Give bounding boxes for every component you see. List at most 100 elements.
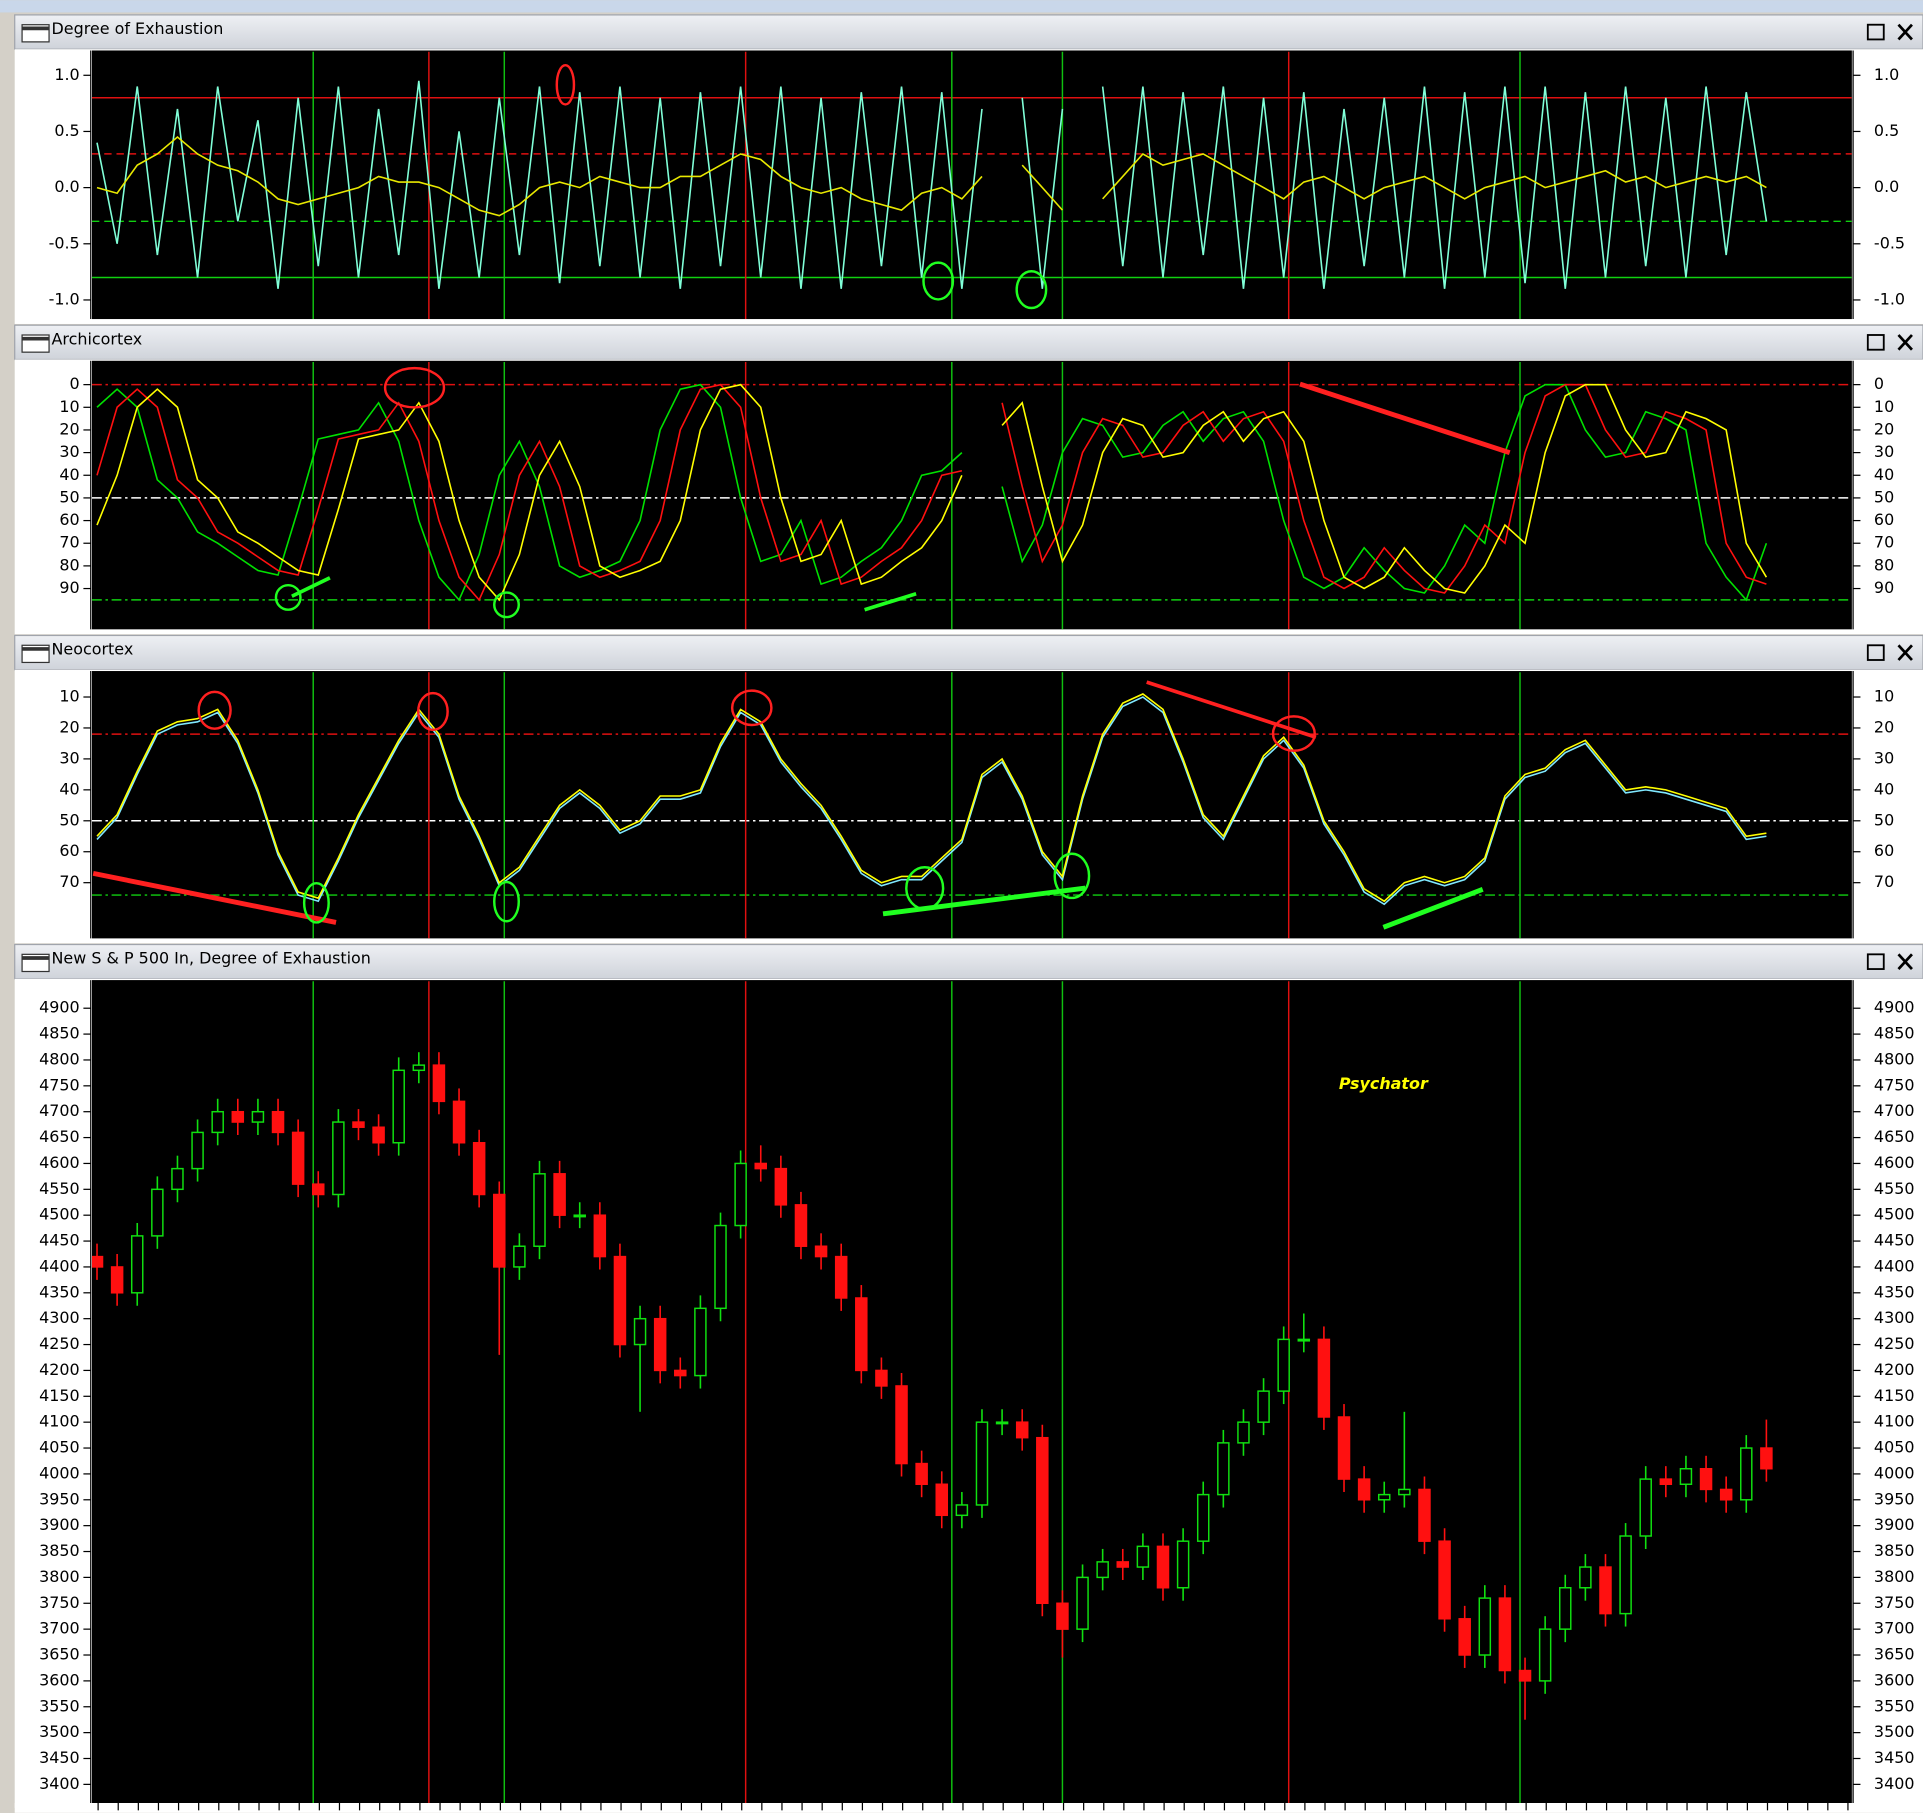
series-line [96,136,1767,217]
candle-body [834,1255,848,1299]
candle-body [1036,1436,1049,1605]
circle-annotation [416,691,449,732]
close-button[interactable] [1897,23,1913,41]
y-tick-label: 4600 [39,1153,80,1172]
series-line [96,383,1768,602]
y-tick-label: 0.5 [54,121,79,140]
y-tick-label: 70 [1874,533,1894,552]
maximize-button[interactable] [1866,334,1885,351]
y-tick-label: 3450 [39,1748,80,1767]
y-tick-label: -0.5 [49,233,80,252]
candle-body [1357,1478,1371,1501]
y-tick-label: 0.0 [1874,177,1899,196]
candle-body [513,1245,526,1268]
candle-body [1518,1669,1532,1682]
y-tick-label: 3800 [1874,1567,1915,1586]
y-tick-label: 3650 [39,1645,80,1664]
y-tick-label: 3400 [1874,1774,1915,1793]
maximize-icon [1866,644,1885,661]
close-icon [1897,334,1913,351]
y-tick-label: 4800 [1874,1049,1915,1068]
panel-title: New S & P 500 In, Degree of Exhaustion [52,949,371,968]
close-button[interactable] [1897,644,1913,661]
y-tick-label: 4050 [39,1438,80,1457]
y-tick-label: 4000 [1874,1463,1915,1482]
candle-body [291,1131,305,1185]
trend-line [1382,887,1484,930]
y-tick-label: 4650 [1874,1127,1915,1146]
candle-body [1277,1338,1290,1392]
y-tick-label: 3550 [1874,1696,1915,1715]
maximize-icon [1866,334,1885,351]
close-button[interactable] [1897,334,1913,351]
candle-body [1619,1535,1632,1615]
circle-annotation [493,880,520,923]
y-tick-label: 3950 [1874,1489,1915,1508]
close-icon [1897,953,1913,970]
y-tick-label: -1.0 [49,289,80,308]
candle-body [171,1167,184,1191]
circle-annotation [197,690,232,730]
y-tick-label: 4400 [39,1256,80,1275]
trend-line [1299,381,1511,456]
candle-body [493,1193,506,1268]
circle-annotation [302,881,330,924]
candle-body [1478,1597,1492,1656]
maximize-button[interactable] [1866,644,1885,661]
plot-area [91,980,1852,1804]
candle-body [251,1110,265,1123]
close-icon [1897,644,1913,661]
chart-annotation: Psychator [1339,1074,1429,1093]
panel-header [14,14,1923,50]
candle-body [1760,1447,1773,1470]
y-tick-label: 3700 [1874,1619,1915,1638]
maximize-button[interactable] [1866,23,1885,41]
candle-body [1438,1540,1451,1620]
circle-annotation [555,63,576,106]
candle-body [794,1204,808,1247]
y-tick-label: 4150 [1874,1386,1915,1405]
y-tick-label: -1.0 [1874,289,1905,308]
y-tick-label: 0.5 [1874,121,1899,140]
candle-body [573,1214,586,1218]
y-tick-label: 4300 [1874,1308,1915,1327]
y-tick-label: 4900 [39,998,80,1017]
series-line [96,383,1767,602]
close-icon [1897,23,1913,41]
candle-body [1217,1442,1230,1496]
maximize-button[interactable] [1866,953,1885,970]
panel-title: Degree of Exhaustion [52,19,224,38]
candle-body [432,1064,446,1103]
y-tick-label: 90 [1874,578,1894,597]
y-tick-label: 3600 [1874,1670,1915,1689]
y-tick-label: 1.0 [54,65,79,84]
y-tick-label: 4650 [39,1127,80,1146]
trend-line [92,870,337,925]
y-tick-label: 3900 [1874,1515,1915,1534]
candle-body [1639,1478,1652,1537]
y-tick-label: 60 [1874,510,1894,529]
y-tick-label: 4350 [39,1282,80,1301]
y-tick-label: 0 [1874,374,1884,393]
candle-body [1136,1545,1150,1568]
close-button[interactable] [1897,953,1913,970]
y-tick-label: 40 [1874,465,1894,484]
candle-body [311,1183,325,1196]
candle-body [674,1369,687,1377]
y-tick-label: 4700 [39,1101,80,1120]
y-tick-label: -0.5 [1874,233,1905,252]
candle-body [231,1110,245,1123]
candle-body [332,1121,345,1196]
trend-line [291,576,331,598]
y-tick-label: 3900 [39,1515,80,1534]
y-tick-label: 60 [59,841,79,860]
y-tick-label: 4450 [1874,1231,1915,1250]
candle-body [1076,1576,1089,1630]
candle-body [472,1142,486,1196]
circle-annotation [1271,715,1316,752]
y-tick-label: 4750 [1874,1075,1915,1094]
series-line [96,696,1767,906]
candle-body [653,1317,667,1372]
